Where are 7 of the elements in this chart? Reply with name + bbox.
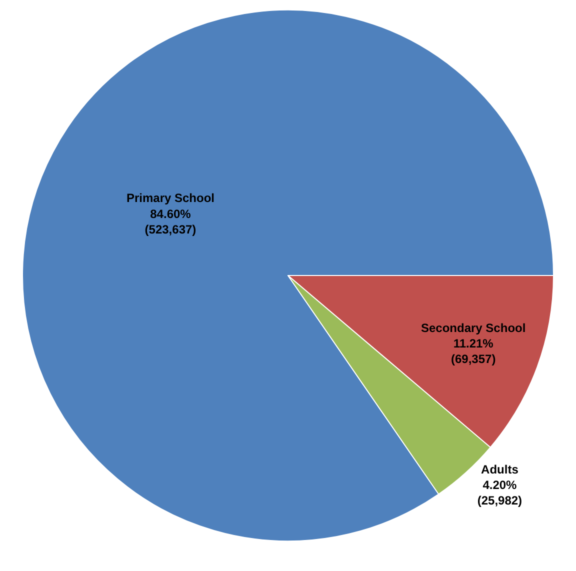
data-label: 84.60% (523,637) <box>144 206 196 236</box>
pie-slice <box>22 10 554 542</box>
slice-label: Adults <box>481 462 519 476</box>
data-label: 11.21% (69,357) <box>450 336 496 366</box>
data-label: 4.20% (25,982) <box>477 478 522 508</box>
slice-label: Secondary School <box>420 320 526 335</box>
slice-label: Primary School <box>126 191 214 206</box>
